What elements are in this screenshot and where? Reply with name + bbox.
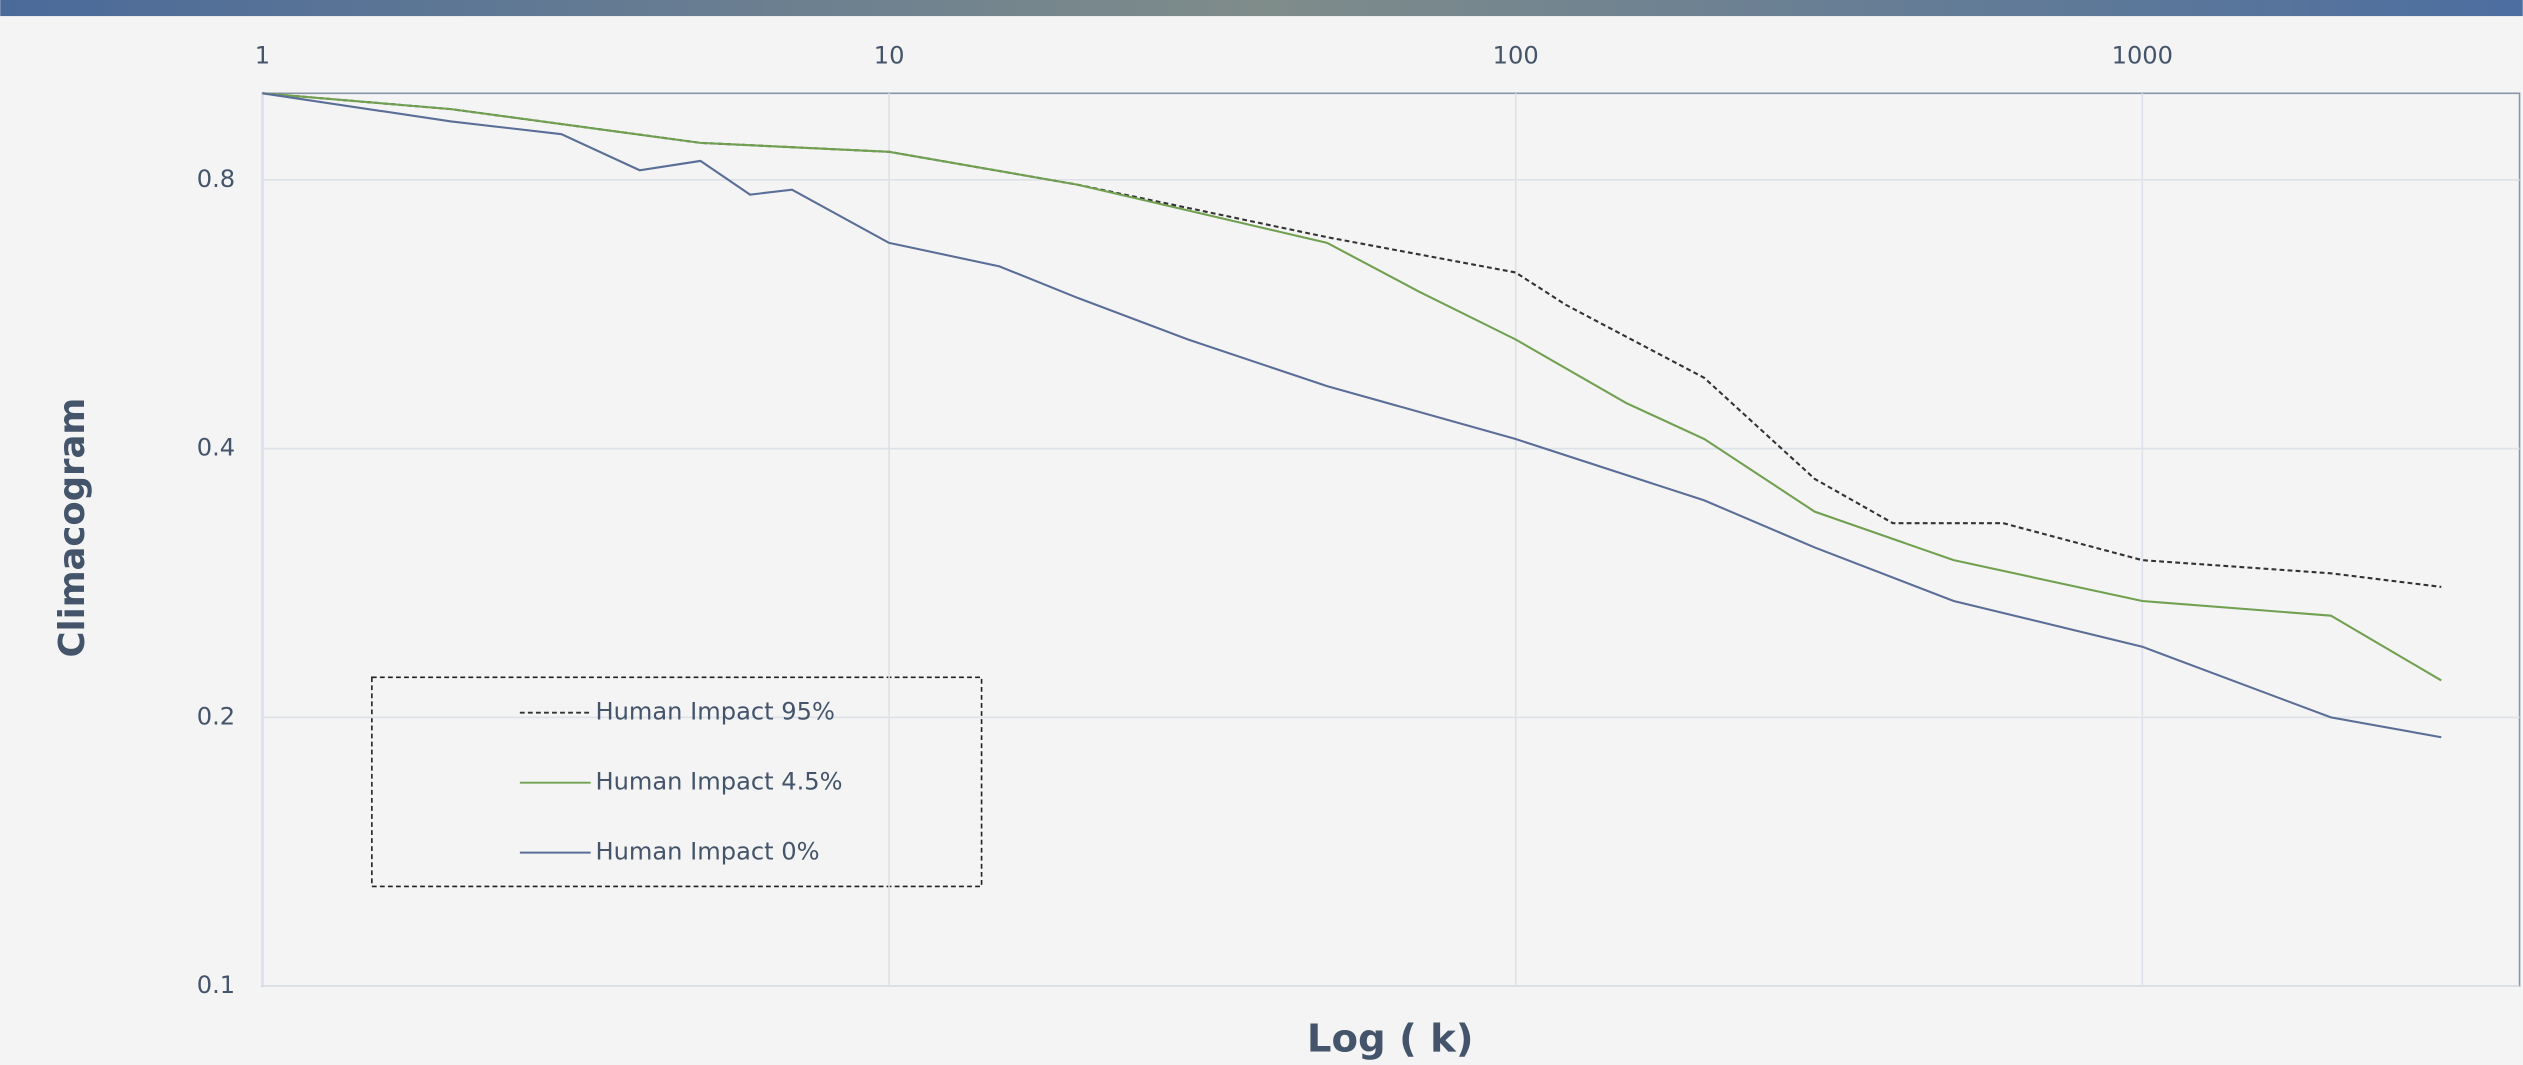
y-axis-title: Climacogram bbox=[52, 398, 93, 658]
background bbox=[0, 0, 2523, 1065]
x-tick-label: 10 bbox=[874, 41, 905, 69]
legend-label: Human Impact 0% bbox=[595, 838, 819, 866]
y-tick-label: 0.1 bbox=[197, 971, 235, 999]
y-tick-label: 0.8 bbox=[197, 165, 235, 193]
chart: Climacogram Log ( k) 1 10 100 1000 0.1 0.2 0.4… bbox=[0, 0, 2523, 1065]
legend-label: Human Impact 95% bbox=[595, 698, 834, 726]
y-tick-label: 0.4 bbox=[197, 434, 235, 462]
y-tick-label: 0.2 bbox=[197, 702, 235, 730]
banner bbox=[0, 0, 2523, 16]
x-axis-title: Log ( k) bbox=[1307, 1016, 1474, 1061]
x-tick-label: 1000 bbox=[2112, 41, 2173, 69]
x-tick-label: 1 bbox=[255, 41, 270, 69]
x-tick-label: 100 bbox=[1493, 41, 1539, 69]
legend-label: Human Impact 4.5% bbox=[595, 768, 842, 796]
